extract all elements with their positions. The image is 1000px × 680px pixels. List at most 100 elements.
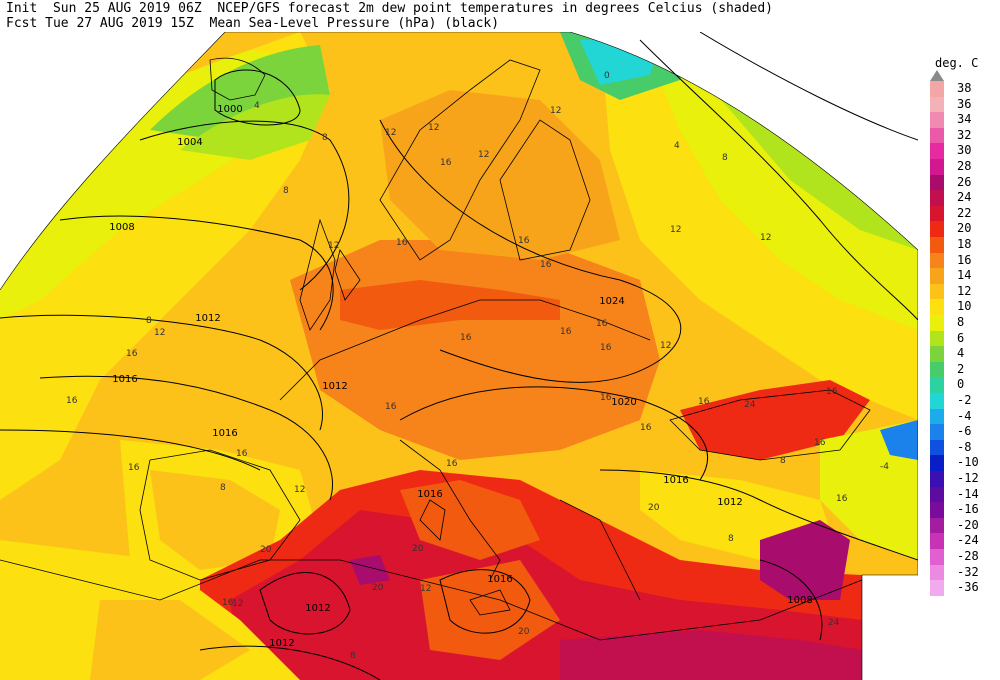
legend-swatch	[930, 393, 944, 409]
dewpoint-label: 20	[412, 544, 424, 554]
isobar-label: 1012	[305, 603, 330, 614]
legend-label: -16	[957, 502, 979, 517]
legend-swatch	[930, 315, 944, 331]
isobars	[0, 32, 918, 680]
legend-swatch	[930, 408, 944, 425]
legend-label: -24	[957, 533, 979, 548]
legend-label: 20	[957, 221, 972, 236]
legend-label: 12	[957, 283, 972, 298]
legend-entry: -24	[930, 533, 1000, 549]
map-fields	[0, 32, 918, 680]
color-scale-legend: deg. C 38 36 34 32 30 28 26 24 22 20 18 16 14 12 10 8 6 4…	[925, 56, 1000, 676]
legend-entry: 30	[930, 143, 1000, 159]
legend-label: -4	[957, 408, 972, 423]
isobar-label: 1012	[269, 638, 294, 649]
dewpoint-map: 1000 1004 1008 1012 1016 1012 1016 1024 …	[0, 32, 918, 680]
legend-entry: -16	[930, 502, 1000, 518]
dewpoint-label: 12	[294, 485, 305, 495]
dewpoint-label: 12	[328, 241, 339, 251]
dewpoint-label: 16	[600, 393, 612, 403]
legend-label: 0	[957, 377, 965, 392]
legend-entry: -8	[930, 439, 1000, 456]
legend-swatch	[930, 580, 944, 596]
legend-label: 4	[957, 346, 965, 361]
dewpoint-label: 12	[420, 584, 431, 594]
legend-swatch	[930, 330, 944, 347]
dewpoint-label: 8	[146, 316, 152, 326]
legend-swatch	[930, 252, 944, 269]
coastlines	[0, 57, 871, 641]
legend-entry: -10	[930, 455, 1000, 471]
isobar-labels: 1000 1004 1008 1012 1016 1012 1016 1024 …	[109, 104, 812, 649]
legend-swatch	[930, 346, 944, 362]
dewpoint-label: 8	[283, 186, 289, 196]
legend-label: -6	[957, 424, 972, 439]
dewpoint-label: 12	[154, 328, 165, 338]
isobar-label: 1008	[787, 595, 812, 606]
legend-label: 24	[957, 190, 972, 205]
legend-entry: 8	[930, 315, 1000, 331]
dewpoint-label: 20	[648, 503, 660, 513]
legend-swatch	[930, 268, 944, 284]
dewpoint-label: 16	[518, 236, 530, 246]
legend-label: 8	[957, 315, 965, 329]
legend-swatch	[930, 377, 944, 393]
dewpoint-label: 16	[128, 463, 140, 473]
dewpoint-label: 8	[220, 483, 226, 493]
field-levant-26	[760, 520, 850, 600]
legend-label: -12	[957, 471, 979, 485]
field-algeria-26	[350, 555, 390, 585]
legend-label: -14	[957, 486, 979, 501]
legend-swatch	[930, 299, 944, 315]
legend-entry: 24	[930, 190, 1000, 206]
legend-label: 32	[957, 127, 972, 142]
legend-swatch	[930, 439, 944, 456]
dewpoint-label: 16	[222, 598, 234, 608]
legend-label: -36	[957, 580, 979, 595]
dewpoint-label: 16	[236, 449, 248, 459]
field-northsea-18	[340, 280, 560, 330]
legend-swatch	[930, 221, 944, 237]
legend-entry: 28	[930, 159, 1000, 175]
legend-entry: 6	[930, 330, 1000, 347]
legend-entry: -6	[930, 424, 1000, 440]
dewpoint-label: 12	[428, 123, 439, 133]
field-scandinavia-14	[380, 90, 620, 260]
dewpoint-label: -4	[880, 462, 889, 472]
dewpoint-label: 12	[760, 233, 771, 243]
isobar-label: 1016	[212, 428, 237, 439]
isobar-label: 1016	[663, 475, 688, 486]
dewpoint-label: 16	[560, 327, 572, 337]
legend-swatch	[930, 190, 944, 206]
dewpoint-label: 8	[322, 133, 328, 143]
dewpoint-label: 16	[640, 423, 652, 433]
legend-swatch	[930, 127, 944, 144]
dewpoint-label: 16	[540, 260, 552, 270]
dewpoint-label: 12	[660, 341, 671, 351]
legend-swatch	[930, 455, 944, 471]
legend-swatch	[930, 471, 944, 487]
dewpoint-label: 16	[826, 387, 838, 397]
dewpoint-label: 16	[385, 402, 397, 412]
field-med-24	[560, 630, 862, 680]
legend-entry: 0	[930, 377, 1000, 393]
dewpoint-label: 16	[446, 459, 458, 469]
legend-swatch	[930, 502, 944, 518]
dewpoint-label: 24	[828, 618, 840, 628]
header-forecast-line: Fcst Tue 27 AUG 2019 15Z Mean Sea-Level …	[6, 16, 500, 31]
legend-entry: -2	[930, 393, 1000, 409]
dewpoint-label: 4	[674, 141, 680, 151]
legend-swatch	[930, 564, 944, 581]
dewpoint-label: 0	[604, 71, 610, 81]
legend-arrow-icon	[930, 70, 944, 81]
isobar-label: 1016	[417, 489, 442, 500]
isobar-label: 1000	[217, 104, 242, 115]
legend-swatch	[930, 174, 944, 191]
legend-entry: -12	[930, 471, 1000, 487]
legend-label: 34	[957, 112, 972, 127]
dewpoint-label: 16	[596, 319, 608, 329]
legend-entry: 26	[930, 174, 1000, 191]
dewpoint-label: 12	[232, 599, 243, 609]
dewpoint-label: 16	[460, 333, 472, 343]
legend-entry: 38	[930, 81, 1000, 97]
